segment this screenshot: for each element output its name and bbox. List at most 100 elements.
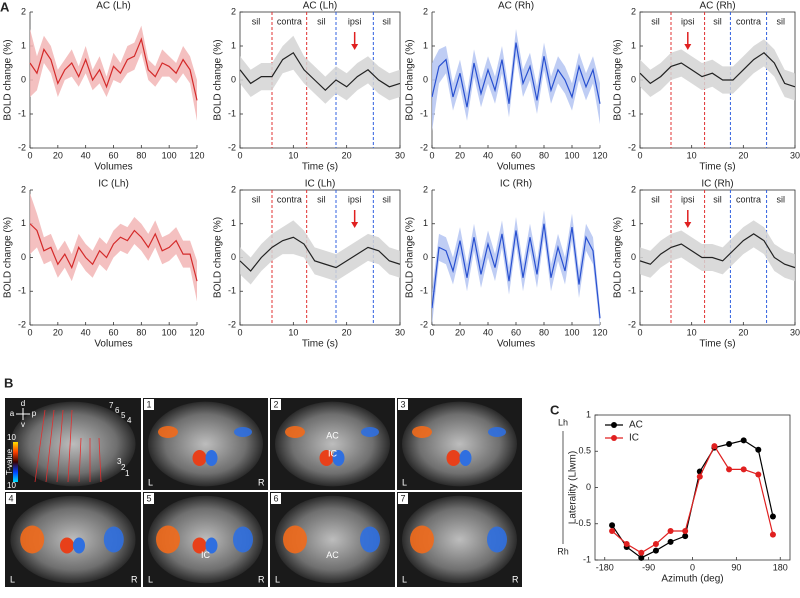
side-label: R [512, 574, 519, 584]
data-point [623, 541, 630, 548]
activation-mid-right [205, 450, 218, 466]
x-tick-label: 0 [237, 150, 242, 160]
error-band [640, 220, 795, 282]
y-axis-label: BOLD change (%) [613, 217, 624, 298]
colorbar-label: T-value [5, 448, 14, 475]
y-tick-label: 1 [231, 218, 236, 228]
plot-title: IC (Lh) [98, 179, 129, 190]
side-label: R [258, 477, 265, 487]
y-tick-label: 0 [631, 74, 636, 84]
region-label: AC [326, 550, 339, 560]
x-tick-label: 60 [108, 150, 118, 160]
data-point [755, 471, 762, 478]
x-tick-label: 120 [189, 327, 204, 337]
segment-label: sil [777, 16, 786, 26]
tile-number-bg [271, 399, 281, 410]
x-tick-label: 0 [27, 327, 32, 337]
x-tick-label: 20 [738, 327, 748, 337]
arrow-head [684, 222, 692, 228]
x-tick-label: 100 [162, 150, 177, 160]
series-line [29, 37, 198, 101]
plot-title: AC (Rh) [498, 1, 534, 12]
brain-slice [148, 495, 263, 584]
y-tick-label: 1 [21, 218, 26, 228]
y-tick-label: 0 [586, 482, 591, 492]
slice-number: 1 [125, 469, 130, 478]
x-tick-label: 60 [511, 327, 521, 337]
y-axis-label: BOLD change (%) [213, 39, 224, 120]
segment-label: ipsi [681, 194, 695, 204]
data-point [682, 533, 689, 540]
data-point [740, 466, 747, 473]
series-line [29, 223, 198, 282]
segment-label: contra [736, 16, 761, 26]
tile-number: 3 [400, 399, 405, 409]
orientation-label: p [32, 409, 37, 418]
y-tick-label: 0 [423, 74, 428, 84]
segment-label: sil [713, 194, 722, 204]
series-line [431, 223, 601, 319]
error-band [640, 39, 795, 101]
x-tick-label: 40 [81, 150, 91, 160]
x-tick-label: 30 [395, 150, 405, 160]
side-label: L [148, 477, 153, 487]
arrow-head [351, 44, 359, 50]
x-tick-label: 0 [27, 150, 32, 160]
error-band [432, 29, 600, 131]
region-label: IC [201, 550, 211, 560]
y-tick-label: -2 [628, 142, 636, 152]
tile-number-bg [144, 493, 154, 504]
error-band [30, 193, 197, 302]
segment-label: contra [736, 194, 761, 204]
x-tick-label: 0 [690, 562, 695, 572]
segment-label: ipsi [348, 194, 362, 204]
tile-number: 4 [8, 493, 13, 503]
tile-number: 5 [146, 493, 151, 503]
x-tick-label: 120 [592, 150, 607, 160]
y-axis-label: BOLD change (%) [213, 217, 224, 298]
activation-right [360, 526, 380, 553]
data-point [667, 528, 674, 534]
data-point [769, 531, 776, 538]
x-tick-label: 20 [342, 327, 352, 337]
segment-label: sil [651, 16, 660, 26]
x-tick-label: 20 [53, 150, 63, 160]
activation-mid-right [205, 537, 218, 554]
panel-label: A [0, 0, 10, 14]
data-point [638, 554, 645, 561]
activation-mid-left [192, 537, 207, 554]
activation-right [488, 427, 506, 437]
legend-label: AC [629, 420, 643, 431]
x-tick-label: 10 [687, 150, 697, 160]
slice-number: 4 [127, 416, 132, 425]
series-line [239, 236, 401, 272]
y-tick-label: 1 [21, 40, 26, 50]
data-point [726, 466, 733, 473]
y-tick-label: 0 [21, 74, 26, 84]
x-axis-label: Volumes [94, 162, 132, 173]
y-tick-label: 0 [231, 252, 236, 262]
y-axis-label: BOLD change (%) [3, 39, 14, 120]
activation-right [103, 526, 124, 553]
activation-mid-left [446, 450, 461, 466]
activation-left [20, 525, 45, 554]
data-point [769, 513, 776, 520]
plot-title: AC (Rh) [699, 1, 735, 12]
x-tick-label: 100 [564, 150, 579, 160]
segment-label: sil [651, 194, 660, 204]
y-tick-label: 2 [231, 6, 236, 16]
data-point [711, 443, 718, 450]
activation-mid-right [73, 537, 85, 554]
tile-number-bg [271, 493, 281, 504]
segment-label: contra [277, 194, 302, 204]
panel-label: C [550, 402, 560, 417]
brain-slice [402, 495, 517, 584]
y-tick-label: 2 [631, 184, 636, 194]
x-axis-label: Time (s) [302, 162, 338, 173]
slice-number: 5 [121, 411, 126, 420]
segment-label: ipsi [348, 16, 362, 26]
tile-number-bg [6, 493, 16, 504]
tile-number: 6 [273, 493, 278, 503]
data-point [609, 528, 616, 534]
